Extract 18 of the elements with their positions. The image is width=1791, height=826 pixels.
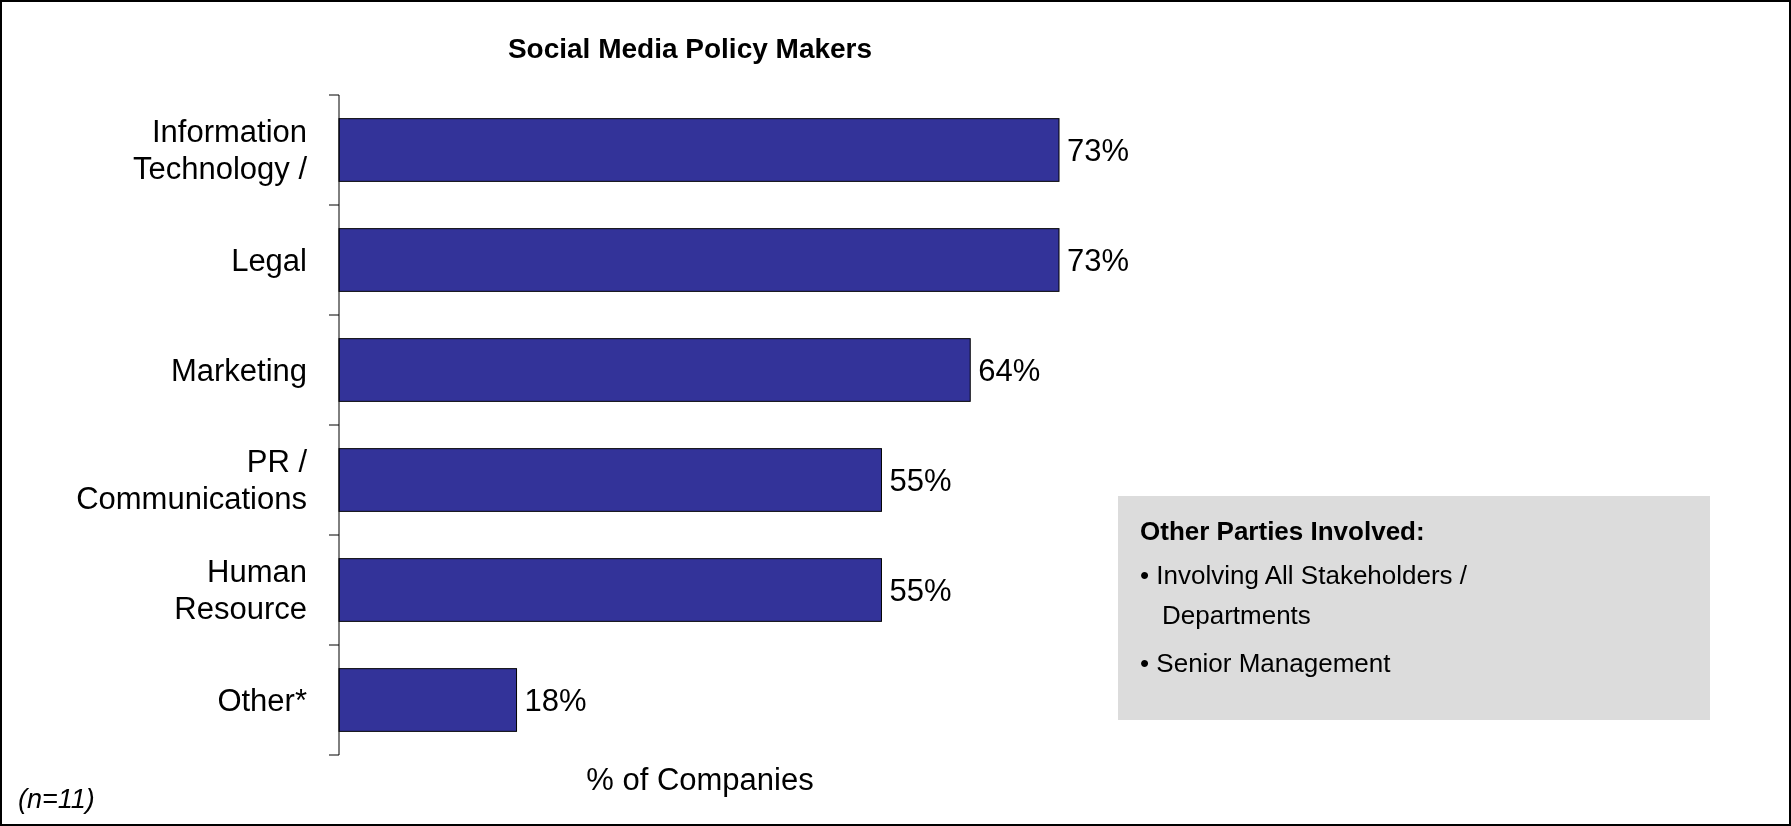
text: • Senior Management bbox=[1140, 648, 1392, 678]
text: • Involving All Stakeholders / Departments bbox=[1140, 560, 1468, 630]
y-tick-label: Other* bbox=[217, 682, 307, 718]
y-tick-label: Information Technology / bbox=[132, 114, 308, 187]
chart-title: Social Media Policy Makers bbox=[507, 33, 873, 64]
text: Other Parties Involved: bbox=[1140, 516, 1425, 546]
data-label: 55% bbox=[889, 462, 952, 498]
y-tick-label: Marketing bbox=[170, 352, 307, 388]
data-label: 73% bbox=[1067, 132, 1130, 168]
text: (n=11) bbox=[18, 784, 95, 814]
y-tick-label: Human Resource bbox=[174, 554, 307, 627]
y-tick-label: PR / Communications bbox=[76, 444, 308, 517]
data-label: 73% bbox=[1067, 242, 1130, 278]
data-label: 18% bbox=[524, 682, 587, 718]
data-label: 55% bbox=[889, 572, 952, 608]
y-tick-label: Legal bbox=[231, 242, 307, 278]
data-label: 64% bbox=[978, 352, 1041, 388]
x-axis-title: % of Companies bbox=[586, 762, 814, 797]
